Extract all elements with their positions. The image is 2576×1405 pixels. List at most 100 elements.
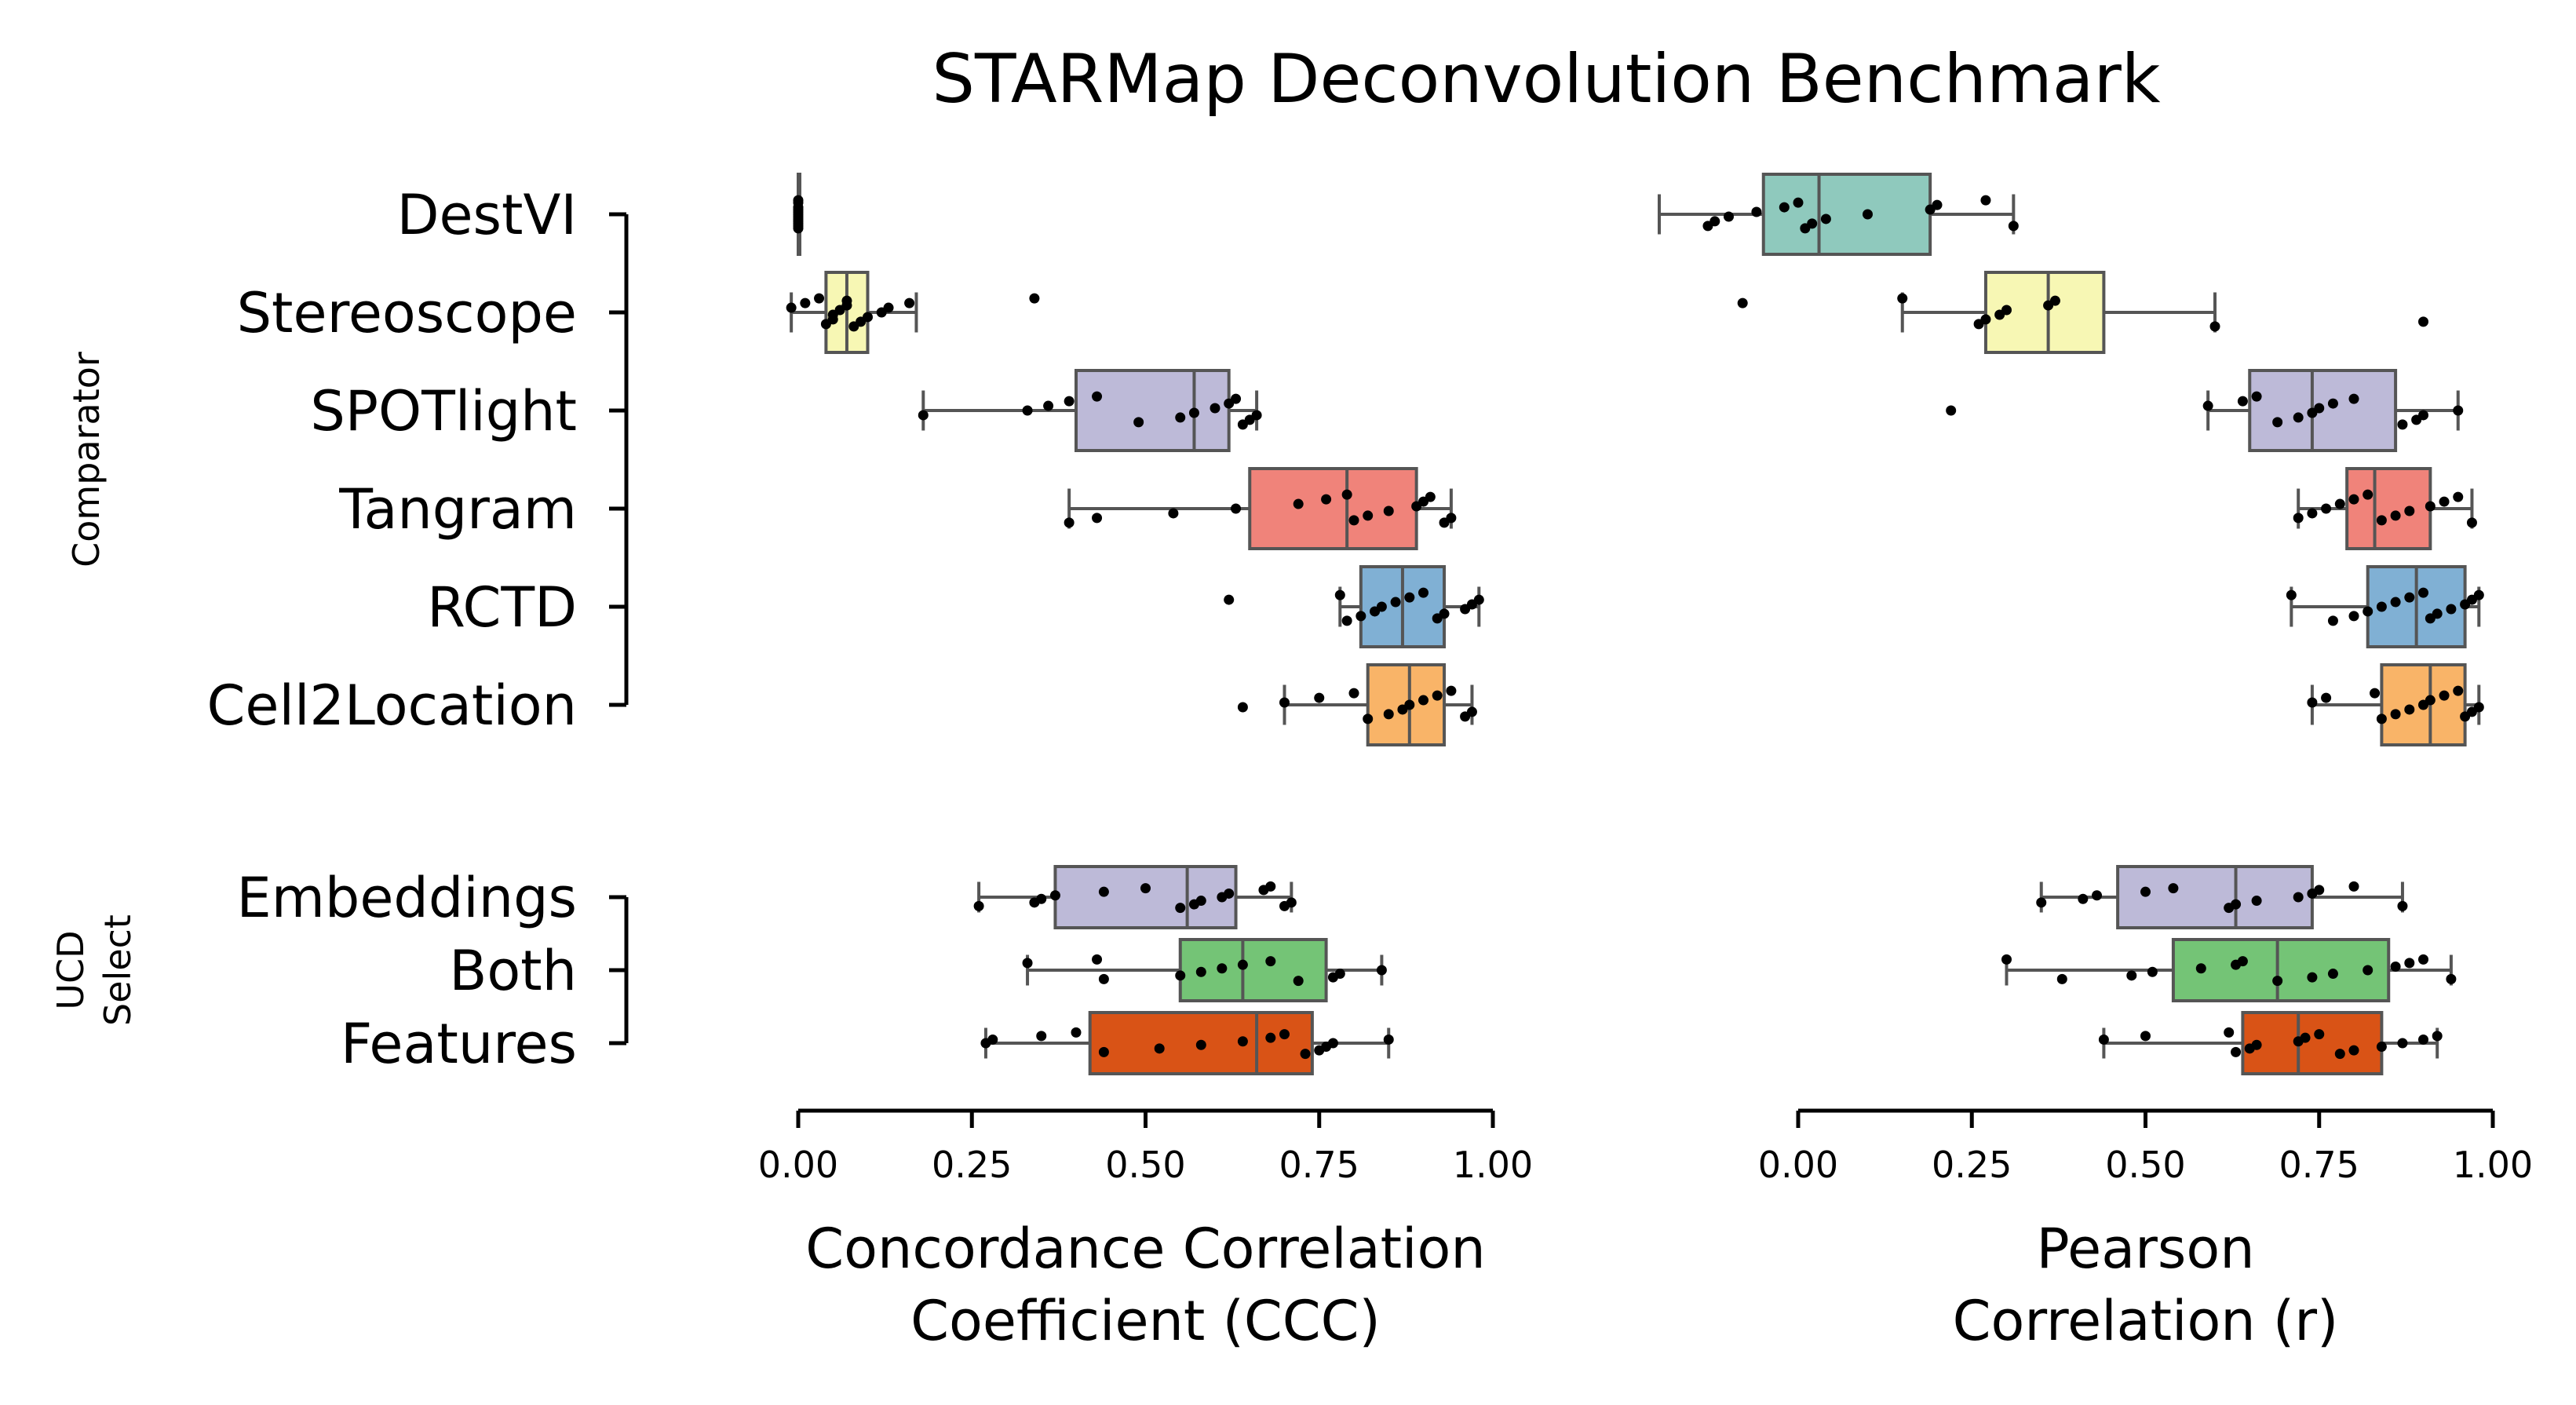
data-point bbox=[1188, 407, 1199, 418]
data-point bbox=[2140, 1031, 2151, 1042]
data-point bbox=[2327, 398, 2338, 409]
data-point bbox=[2404, 592, 2415, 603]
data-point bbox=[883, 302, 894, 313]
data-point bbox=[2056, 973, 2067, 984]
group-label: Comparator bbox=[65, 352, 108, 567]
data-point bbox=[1036, 893, 1047, 904]
data-point bbox=[1793, 197, 1804, 208]
data-point bbox=[2293, 412, 2304, 423]
x-tick-label: 0.75 bbox=[2279, 1144, 2359, 1186]
category-label: SPOTlight bbox=[310, 379, 577, 443]
box-cell2location bbox=[1237, 663, 1477, 746]
category-label: Both bbox=[449, 939, 577, 1003]
data-point bbox=[1439, 608, 1450, 619]
category-label: Stereoscope bbox=[237, 281, 577, 345]
data-point bbox=[2293, 892, 2304, 903]
data-point bbox=[2001, 954, 2012, 965]
x-tick-label: 0.50 bbox=[2105, 1144, 2185, 1186]
data-point bbox=[2237, 396, 2248, 407]
data-point bbox=[793, 197, 804, 208]
data-point bbox=[1446, 513, 1457, 524]
data-point bbox=[2327, 969, 2338, 980]
data-point bbox=[2404, 958, 2415, 969]
data-point bbox=[2293, 513, 2304, 524]
data-point bbox=[1224, 888, 1235, 899]
box-tangram bbox=[2293, 467, 2477, 550]
data-point bbox=[2078, 893, 2089, 904]
data-point bbox=[1709, 216, 1720, 227]
box-stereoscope bbox=[786, 271, 1040, 354]
data-point bbox=[1175, 903, 1186, 914]
data-point bbox=[2001, 305, 2012, 316]
group-label: UCD Select bbox=[49, 914, 139, 1026]
data-point bbox=[1029, 293, 1040, 304]
box-both bbox=[2001, 938, 2457, 1002]
data-point bbox=[1133, 417, 1144, 428]
data-point bbox=[1071, 1027, 1082, 1038]
data-point bbox=[2397, 900, 2408, 911]
data-point bbox=[2376, 601, 2387, 612]
data-point bbox=[1820, 213, 1831, 224]
data-point bbox=[2390, 510, 2401, 521]
data-point bbox=[2202, 400, 2213, 411]
data-point bbox=[2390, 709, 2401, 720]
data-point bbox=[1049, 890, 1060, 901]
data-point bbox=[2390, 597, 2401, 608]
data-point bbox=[1195, 1039, 1206, 1050]
data-point bbox=[2418, 587, 2428, 598]
data-point bbox=[1217, 963, 1228, 974]
data-point bbox=[2092, 890, 2103, 901]
data-point bbox=[1383, 1034, 1394, 1045]
data-point bbox=[2321, 503, 2332, 514]
data-point bbox=[2432, 1031, 2443, 1042]
data-point bbox=[1251, 410, 1262, 421]
box-destvi bbox=[793, 173, 804, 256]
panels: 0.00 0.25 0.50 0.75 1.00 Concordance Correlat… bbox=[758, 173, 2533, 1353]
data-point bbox=[1897, 293, 1908, 304]
data-point bbox=[2272, 976, 2283, 987]
data-point bbox=[2432, 608, 2443, 619]
data-point bbox=[2363, 965, 2373, 976]
data-point bbox=[1466, 706, 1477, 717]
data-point bbox=[2425, 501, 2436, 512]
data-point bbox=[1334, 589, 1345, 600]
data-point bbox=[1376, 601, 1387, 612]
data-point bbox=[2418, 954, 2428, 965]
x-tick-label: 0.00 bbox=[1758, 1144, 1838, 1186]
x-tick-label: 0.25 bbox=[1932, 1144, 2012, 1186]
category-label: Cell2Location bbox=[207, 673, 577, 738]
box-stereoscope bbox=[1737, 271, 2428, 354]
x-axis-label: Concordance Correlation Coefficient (CCC) bbox=[805, 1217, 1485, 1353]
data-point bbox=[2376, 515, 2387, 526]
data-point bbox=[2224, 1027, 2235, 1038]
box-embeddings bbox=[2036, 865, 2408, 929]
x-axis-label-line: Concordance Correlation bbox=[805, 1217, 1485, 1281]
data-point bbox=[2439, 690, 2450, 701]
box-destvi bbox=[1658, 173, 2019, 256]
data-point bbox=[1237, 1036, 1248, 1047]
data-point bbox=[1098, 886, 1109, 897]
category-label: DestVI bbox=[397, 183, 577, 247]
data-point bbox=[863, 312, 873, 323]
data-point bbox=[2237, 956, 2248, 967]
data-point bbox=[1279, 1029, 1290, 1040]
data-point bbox=[1356, 611, 1366, 622]
data-point bbox=[1383, 709, 1394, 720]
data-point bbox=[1932, 199, 1943, 210]
data-point bbox=[2300, 1032, 2311, 1043]
data-point bbox=[1946, 405, 1957, 416]
category-label: Features bbox=[341, 1012, 577, 1076]
box-iqr bbox=[1075, 369, 1231, 452]
data-point bbox=[1737, 297, 1748, 308]
group-label-line: Select bbox=[97, 914, 139, 1026]
data-point bbox=[2348, 1045, 2359, 1056]
x-tick-label: 1.00 bbox=[2453, 1144, 2533, 1186]
data-point bbox=[1092, 513, 1103, 524]
data-point bbox=[1237, 702, 1248, 713]
data-point bbox=[2147, 966, 2158, 977]
data-point bbox=[1348, 688, 1359, 699]
data-point bbox=[2453, 491, 2464, 502]
data-point bbox=[2348, 393, 2359, 404]
data-point bbox=[2370, 688, 2381, 699]
data-point bbox=[1348, 515, 1359, 526]
